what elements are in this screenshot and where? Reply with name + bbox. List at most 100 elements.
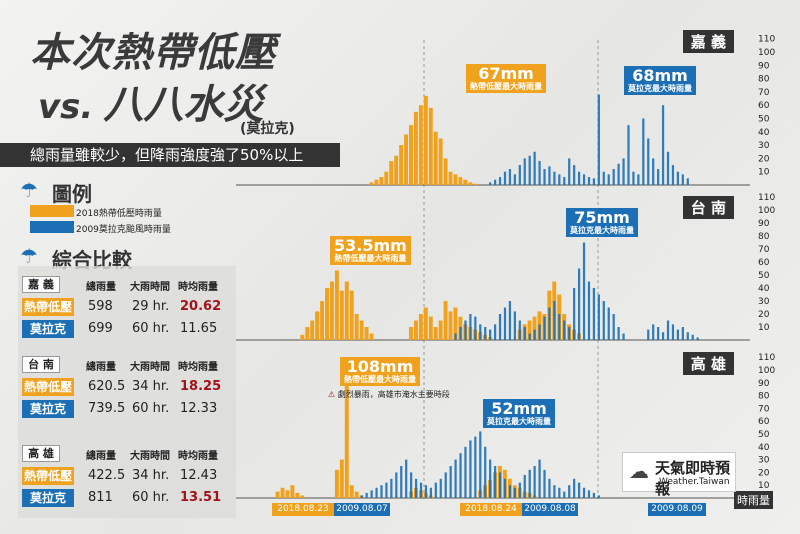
bar: [453, 174, 458, 185]
compare-value: 422.5: [88, 468, 126, 483]
bar: [518, 320, 521, 340]
bar: [528, 155, 531, 185]
compare-row-tag: 莫拉克: [22, 320, 74, 338]
bar: [494, 466, 497, 498]
bar: [464, 446, 467, 498]
y-tick-label: 30: [758, 141, 770, 151]
bar: [508, 169, 512, 185]
bar: [443, 301, 448, 340]
title-vs: vs.: [38, 87, 94, 127]
bar: [315, 311, 320, 340]
bar: [418, 105, 423, 185]
bar: [419, 482, 423, 498]
bar: [474, 436, 477, 498]
logo-name: 天氣即時預報: [655, 459, 731, 498]
y-tick-label: 10: [758, 481, 770, 491]
bar: [617, 163, 620, 185]
bar: [468, 182, 473, 185]
bar: [349, 485, 354, 498]
title-line3: (莫拉克): [240, 121, 295, 137]
bar: [498, 177, 502, 185]
legend-orange-label: 2018熱帶低壓時雨量: [76, 209, 162, 219]
bar: [423, 95, 428, 185]
bar: [428, 316, 433, 340]
place-tainan: 台 南: [682, 196, 734, 219]
y-tick-label: 90: [758, 61, 770, 71]
bar: [582, 174, 586, 185]
y-tick-label: 40: [758, 284, 770, 294]
compare-column-header: 總雨量: [86, 451, 116, 462]
bar: [508, 485, 512, 498]
bar: [469, 314, 472, 340]
bar: [686, 332, 689, 340]
place-chiayi: 嘉 義: [682, 30, 734, 53]
y-tick-label: 110: [758, 353, 775, 363]
bar: [597, 294, 600, 340]
bar: [573, 478, 576, 498]
bar: [473, 183, 478, 185]
bar: [563, 320, 566, 340]
bar: [459, 453, 462, 498]
bar: [612, 314, 615, 340]
y-tick-label: 40: [758, 128, 770, 138]
compare-value: 18.25: [180, 379, 222, 394]
bar: [538, 459, 541, 498]
compare-city: 高 雄: [22, 445, 60, 462]
legend-blue-label: 2009莫拉克颱風時雨量: [76, 225, 171, 235]
date-label: 2018.08.23: [272, 503, 334, 516]
compare-value: 11.65: [180, 321, 218, 336]
umbrella-icon: ☂: [20, 178, 38, 202]
bar: [334, 270, 339, 340]
bar: [671, 165, 675, 185]
bar: [523, 327, 526, 340]
y-tick-label: 80: [758, 392, 770, 402]
bar: [666, 151, 670, 185]
bar: [548, 166, 551, 185]
y-tick-label: 100: [758, 48, 775, 58]
y-tick-label: 70: [758, 88, 770, 98]
bar: [627, 125, 630, 185]
bar: [438, 138, 443, 185]
bar: [300, 495, 305, 498]
bar: [360, 495, 363, 498]
compare-value: 13.51: [180, 490, 222, 505]
y-tick-label: 20: [758, 310, 770, 320]
bar: [369, 182, 374, 185]
bar: [325, 288, 329, 340]
compare-row-tag: 熱帶低壓: [22, 378, 74, 396]
bar: [592, 492, 596, 498]
bar: [498, 472, 502, 498]
umbrella-icon: ☂: [20, 244, 38, 268]
bar: [597, 94, 600, 185]
annotation-tainan-td: 53.5mm 熱帶低壓最大時雨量: [330, 236, 411, 266]
bar: [295, 492, 300, 498]
bar: [375, 487, 378, 498]
bar: [334, 469, 339, 498]
bar: [533, 466, 536, 498]
bar: [305, 327, 310, 340]
bar: [652, 158, 655, 185]
bar: [518, 165, 521, 185]
bar: [349, 290, 354, 340]
y-tick-label: 10: [758, 168, 770, 178]
compare-value: 811: [88, 490, 113, 505]
bar: [339, 459, 344, 498]
bar: [582, 242, 586, 340]
y-tick-label: 40: [758, 443, 770, 453]
bar: [418, 314, 423, 340]
bar: [489, 182, 492, 185]
date-label: 2018.08.24: [460, 503, 522, 516]
y-tick-label: 100: [758, 366, 775, 376]
bar: [494, 324, 497, 340]
bar: [454, 459, 457, 498]
bar: [657, 169, 660, 185]
y-tick-label: 60: [758, 101, 770, 111]
compare-value: 739.5: [88, 401, 126, 416]
title-line2: vs. 八八水災: [38, 72, 263, 130]
bar: [454, 333, 457, 340]
annotation-chiayi-mk: 68mm 莫拉克最大時雨量: [624, 66, 696, 96]
y-tick-label: 90: [758, 379, 770, 389]
bar: [364, 327, 369, 340]
bar: [484, 327, 487, 340]
